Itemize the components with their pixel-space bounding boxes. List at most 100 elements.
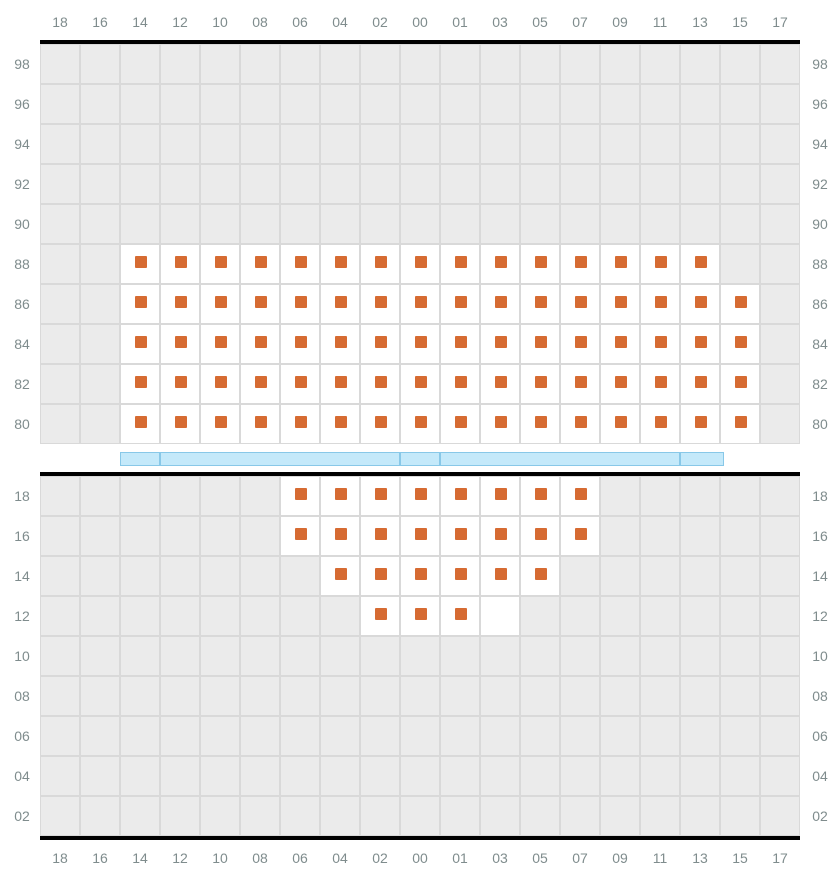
upper-cell[interactable] [80, 324, 120, 364]
lower-cell[interactable] [360, 556, 400, 596]
upper-cell[interactable] [240, 124, 280, 164]
lower-cell[interactable] [40, 636, 80, 676]
lower-cell[interactable] [200, 796, 240, 836]
lower-cell[interactable] [280, 756, 320, 796]
upper-cell[interactable] [40, 124, 80, 164]
lower-cell[interactable] [680, 756, 720, 796]
upper-cell[interactable] [280, 44, 320, 84]
upper-cell[interactable] [600, 124, 640, 164]
lower-cell[interactable] [440, 676, 480, 716]
upper-cell[interactable] [320, 364, 360, 404]
upper-cell[interactable] [560, 324, 600, 364]
lower-cell[interactable] [520, 516, 560, 556]
lower-cell[interactable] [600, 756, 640, 796]
lower-cell[interactable] [400, 756, 440, 796]
lower-cell[interactable] [320, 516, 360, 556]
upper-cell[interactable] [680, 284, 720, 324]
upper-cell[interactable] [80, 244, 120, 284]
lower-cell[interactable] [80, 516, 120, 556]
upper-cell[interactable] [760, 404, 800, 444]
lower-cell[interactable] [120, 716, 160, 756]
lower-cell[interactable] [720, 676, 760, 716]
lower-cell[interactable] [600, 556, 640, 596]
upper-cell[interactable] [440, 124, 480, 164]
upper-cell[interactable] [480, 364, 520, 404]
upper-cell[interactable] [200, 324, 240, 364]
upper-cell[interactable] [680, 124, 720, 164]
upper-cell[interactable] [320, 124, 360, 164]
lower-cell[interactable] [160, 676, 200, 716]
upper-cell[interactable] [440, 204, 480, 244]
upper-cell[interactable] [760, 44, 800, 84]
lower-cell[interactable] [200, 516, 240, 556]
upper-cell[interactable] [360, 404, 400, 444]
lower-cell[interactable] [120, 756, 160, 796]
lower-cell[interactable] [200, 556, 240, 596]
upper-cell[interactable] [120, 124, 160, 164]
upper-cell[interactable] [240, 244, 280, 284]
upper-cell[interactable] [560, 204, 600, 244]
upper-cell[interactable] [480, 324, 520, 364]
upper-cell[interactable] [400, 364, 440, 404]
upper-cell[interactable] [40, 284, 80, 324]
upper-cell[interactable] [280, 404, 320, 444]
lower-cell[interactable] [160, 716, 200, 756]
lower-cell[interactable] [480, 716, 520, 756]
lower-cell[interactable] [520, 476, 560, 516]
upper-cell[interactable] [400, 124, 440, 164]
upper-cell[interactable] [640, 324, 680, 364]
lower-cell[interactable] [400, 516, 440, 556]
upper-cell[interactable] [560, 404, 600, 444]
lower-cell[interactable] [600, 716, 640, 756]
upper-cell[interactable] [360, 124, 400, 164]
upper-cell[interactable] [120, 284, 160, 324]
upper-cell[interactable] [160, 124, 200, 164]
upper-cell[interactable] [640, 84, 680, 124]
upper-cell[interactable] [680, 404, 720, 444]
lower-cell[interactable] [480, 596, 520, 636]
lower-cell[interactable] [680, 716, 720, 756]
upper-cell[interactable] [640, 204, 680, 244]
upper-cell[interactable] [640, 404, 680, 444]
upper-cell[interactable] [200, 204, 240, 244]
upper-cell[interactable] [240, 84, 280, 124]
upper-cell[interactable] [640, 364, 680, 404]
lower-cell[interactable] [680, 596, 720, 636]
lower-cell[interactable] [520, 596, 560, 636]
upper-cell[interactable] [360, 324, 400, 364]
lower-cell[interactable] [640, 716, 680, 756]
upper-cell[interactable] [40, 44, 80, 84]
upper-cell[interactable] [160, 324, 200, 364]
upper-cell[interactable] [120, 44, 160, 84]
lower-cell[interactable] [120, 796, 160, 836]
upper-cell[interactable] [520, 84, 560, 124]
lower-cell[interactable] [720, 756, 760, 796]
upper-cell[interactable] [440, 364, 480, 404]
lower-cell[interactable] [640, 636, 680, 676]
lower-cell[interactable] [360, 516, 400, 556]
lower-cell[interactable] [360, 716, 400, 756]
lower-cell[interactable] [240, 556, 280, 596]
lower-cell[interactable] [320, 596, 360, 636]
lower-cell[interactable] [80, 476, 120, 516]
lower-cell[interactable] [440, 516, 480, 556]
lower-cell[interactable] [520, 556, 560, 596]
upper-cell[interactable] [440, 284, 480, 324]
upper-cell[interactable] [120, 404, 160, 444]
upper-cell[interactable] [520, 204, 560, 244]
lower-cell[interactable] [160, 756, 200, 796]
lower-cell[interactable] [360, 636, 400, 676]
lower-cell[interactable] [520, 676, 560, 716]
upper-cell[interactable] [40, 244, 80, 284]
upper-cell[interactable] [160, 284, 200, 324]
lower-cell[interactable] [480, 676, 520, 716]
lower-cell[interactable] [280, 556, 320, 596]
upper-cell[interactable] [560, 44, 600, 84]
lower-cell[interactable] [480, 796, 520, 836]
lower-cell[interactable] [640, 516, 680, 556]
upper-cell[interactable] [200, 124, 240, 164]
upper-cell[interactable] [560, 244, 600, 284]
upper-cell[interactable] [440, 44, 480, 84]
upper-cell[interactable] [320, 44, 360, 84]
lower-cell[interactable] [680, 636, 720, 676]
